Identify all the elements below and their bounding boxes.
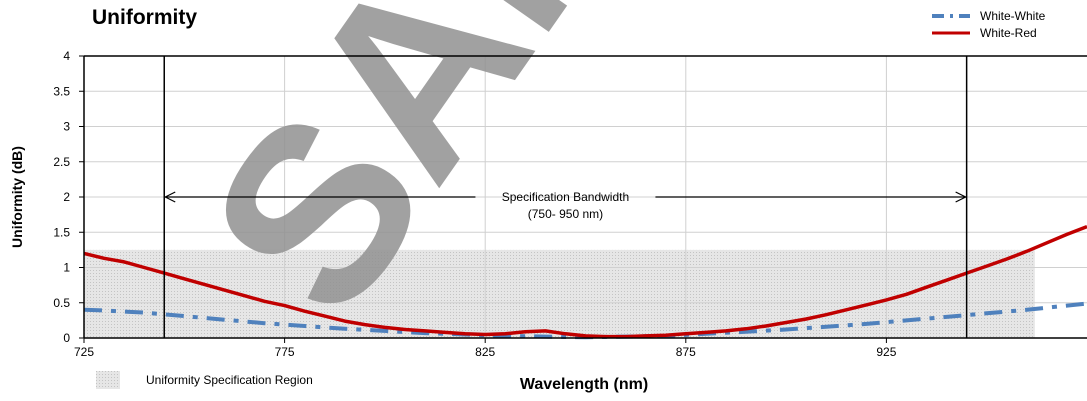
spec-bandwidth-range-label: (750- 950 nm) [528, 207, 603, 221]
legend-item-white-red: White-Red [930, 24, 1080, 41]
legend-label-white-white: White-White [980, 8, 1046, 23]
y-tick-label: 1.5 [53, 225, 70, 239]
y-tick-label: 0.5 [53, 296, 70, 310]
spec-region-label: Uniformity Specification Region [146, 373, 313, 387]
x-tick-label: 825 [475, 345, 495, 359]
y-tick-label: 1 [63, 261, 70, 275]
spec-region-legend: Uniformity Specification Region [96, 371, 313, 389]
x-tick-label: 725 [74, 345, 94, 359]
legend: White-White White-Red [930, 7, 1080, 41]
x-tick-label: 775 [275, 345, 295, 359]
y-tick-label: 2 [63, 190, 70, 204]
spec-region-swatch [96, 371, 120, 389]
legend-swatch-white-red [932, 31, 970, 34]
x-axis-label: Wavelength (nm) [520, 376, 648, 393]
y-tick-label: 3 [63, 120, 70, 134]
x-tick-label: 875 [676, 345, 696, 359]
spec-region-area [84, 249, 1035, 338]
chart-title: Uniformity [92, 6, 197, 29]
series-line-white-red [83, 224, 1087, 339]
y-tick-label: 2.5 [53, 155, 70, 169]
legend-label-white-red: White-Red [980, 25, 1037, 40]
legend-item-white-white: White-White [930, 7, 1080, 24]
y-tick-label: 3.5 [53, 84, 70, 98]
legend-swatch-white-white [932, 13, 970, 18]
x-tick-label: 925 [876, 345, 896, 359]
y-tick-label: 0 [63, 331, 70, 345]
y-tick-label: 4 [63, 49, 70, 63]
spec-bandwidth-label: Specification Bandwidth [502, 190, 629, 204]
y-axis-label: Uniformity (dB) [9, 146, 25, 248]
